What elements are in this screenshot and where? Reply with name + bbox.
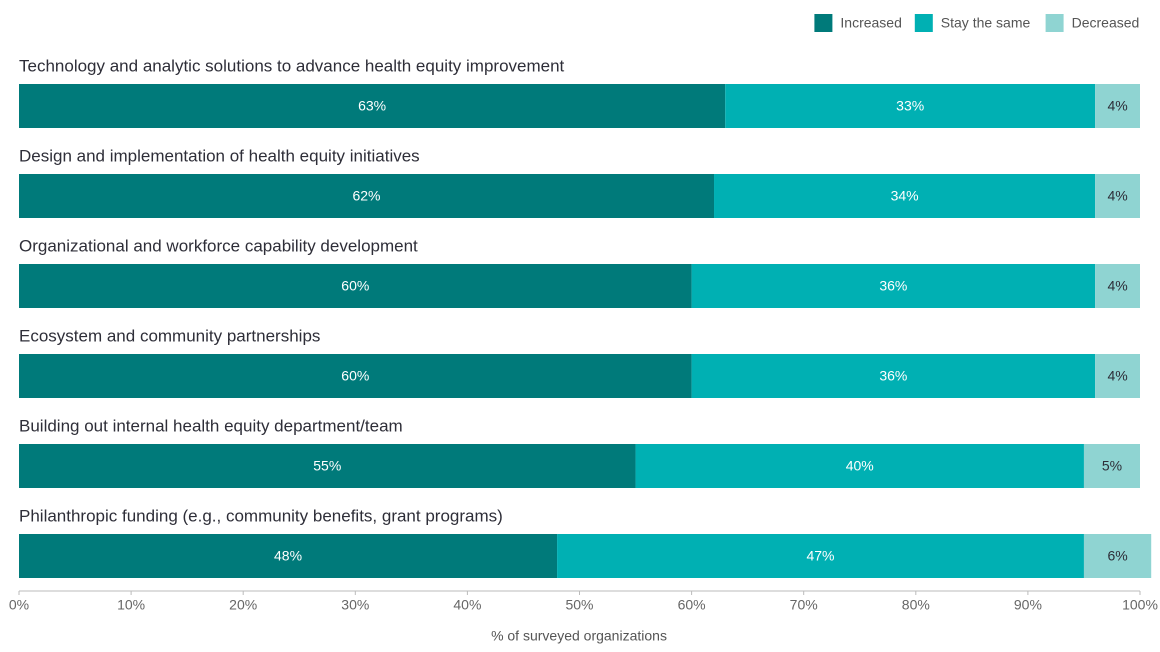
x-tick-label: 10% — [117, 597, 145, 613]
bar-segment — [19, 264, 692, 308]
value-label: 48% — [274, 548, 302, 564]
bar-segment — [19, 444, 636, 488]
legend-label: Stay the same — [941, 15, 1031, 31]
legend-label: Decreased — [1072, 15, 1140, 31]
value-label: 4% — [1107, 188, 1127, 204]
value-label: 60% — [341, 278, 369, 294]
bar-segment — [1095, 84, 1140, 128]
category-label: Organizational and workforce capability … — [19, 236, 418, 255]
x-tick-label: 20% — [229, 597, 257, 613]
category-label: Building out internal health equity depa… — [19, 416, 403, 435]
bar-segment — [19, 84, 726, 128]
value-label: 34% — [891, 188, 919, 204]
bar-segment — [725, 84, 1096, 128]
bar-segment — [1095, 354, 1140, 398]
value-label: 63% — [358, 98, 386, 114]
value-label: 4% — [1107, 278, 1127, 294]
bar-segment — [1083, 534, 1152, 578]
bar-segment — [19, 174, 715, 218]
x-tick-label: 40% — [453, 597, 481, 613]
bar-segment — [19, 354, 692, 398]
value-label: 5% — [1102, 458, 1122, 474]
category-label: Design and implementation of health equi… — [19, 146, 420, 165]
x-tick-label: 90% — [1014, 597, 1042, 613]
value-label: 4% — [1107, 368, 1127, 384]
value-label: 55% — [313, 458, 341, 474]
value-label: 62% — [352, 188, 380, 204]
x-tick-label: 30% — [341, 597, 369, 613]
bar-segment — [19, 534, 558, 578]
x-tick-label: 50% — [565, 597, 593, 613]
x-axis-label: % of surveyed organizations — [491, 628, 667, 644]
legend-swatch — [914, 14, 933, 32]
value-label: 36% — [879, 278, 907, 294]
legend-swatch — [814, 14, 833, 32]
bar-segment — [691, 264, 1096, 308]
value-label: 33% — [896, 98, 924, 114]
category-label: Philanthropic funding (e.g., community b… — [19, 506, 503, 525]
value-label: 6% — [1107, 548, 1127, 564]
value-label: 4% — [1107, 98, 1127, 114]
bar-segment — [635, 444, 1084, 488]
x-tick-label: 100% — [1122, 597, 1158, 613]
bar-segment — [1095, 174, 1140, 218]
category-label: Ecosystem and community partnerships — [19, 326, 320, 345]
bar-segment — [1095, 264, 1140, 308]
legend-swatch — [1045, 14, 1064, 32]
value-label: 60% — [341, 368, 369, 384]
x-tick-label: 60% — [678, 597, 706, 613]
bar-segment — [557, 534, 1084, 578]
x-tick-label: 70% — [790, 597, 818, 613]
bar-segment — [691, 354, 1096, 398]
value-label: 47% — [806, 548, 834, 564]
category-label: Technology and analytic solutions to adv… — [19, 56, 565, 75]
value-label: 36% — [879, 368, 907, 384]
legend-label: Increased — [840, 15, 901, 31]
value-label: 40% — [846, 458, 874, 474]
x-tick-label: 0% — [9, 597, 29, 613]
x-tick-label: 80% — [902, 597, 930, 613]
bar-segment — [714, 174, 1096, 218]
bar-segment — [1083, 444, 1140, 488]
